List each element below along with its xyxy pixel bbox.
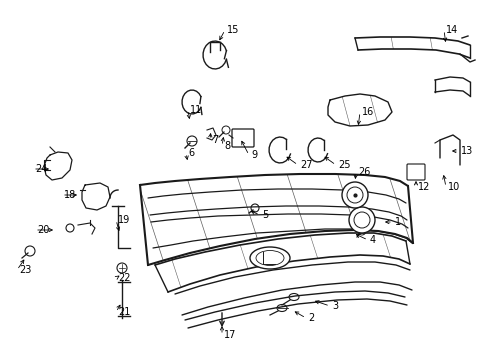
Text: 17: 17: [224, 330, 236, 340]
Text: 14: 14: [445, 25, 457, 35]
Text: 26: 26: [357, 167, 369, 177]
Text: 7: 7: [212, 135, 218, 145]
Text: 24: 24: [35, 164, 47, 174]
Circle shape: [117, 263, 127, 273]
Text: 18: 18: [64, 190, 76, 200]
Text: 19: 19: [118, 215, 130, 225]
Text: 25: 25: [337, 160, 350, 170]
Circle shape: [357, 227, 365, 235]
Text: 5: 5: [262, 210, 268, 220]
Text: 15: 15: [226, 25, 239, 35]
Text: 10: 10: [447, 182, 459, 192]
Text: 2: 2: [307, 313, 314, 323]
Circle shape: [186, 136, 197, 146]
Text: 13: 13: [460, 146, 472, 156]
Text: 1: 1: [394, 217, 400, 227]
Text: 12: 12: [417, 182, 429, 192]
Circle shape: [222, 126, 229, 134]
Text: 21: 21: [118, 307, 130, 317]
Text: 3: 3: [331, 301, 337, 311]
Text: 22: 22: [118, 273, 130, 283]
Text: 23: 23: [19, 265, 31, 275]
Ellipse shape: [276, 305, 286, 311]
Text: 16: 16: [361, 107, 373, 117]
Text: 6: 6: [187, 148, 194, 158]
Text: 27: 27: [299, 160, 312, 170]
Text: 8: 8: [224, 141, 230, 151]
Circle shape: [66, 224, 74, 232]
Text: 11: 11: [190, 105, 202, 115]
Circle shape: [250, 204, 259, 212]
Text: 4: 4: [369, 235, 375, 245]
Circle shape: [348, 207, 374, 233]
Circle shape: [25, 246, 35, 256]
Ellipse shape: [249, 247, 289, 269]
Text: 20: 20: [37, 225, 49, 235]
Text: 9: 9: [250, 150, 257, 160]
Ellipse shape: [288, 293, 298, 301]
Circle shape: [341, 182, 367, 208]
